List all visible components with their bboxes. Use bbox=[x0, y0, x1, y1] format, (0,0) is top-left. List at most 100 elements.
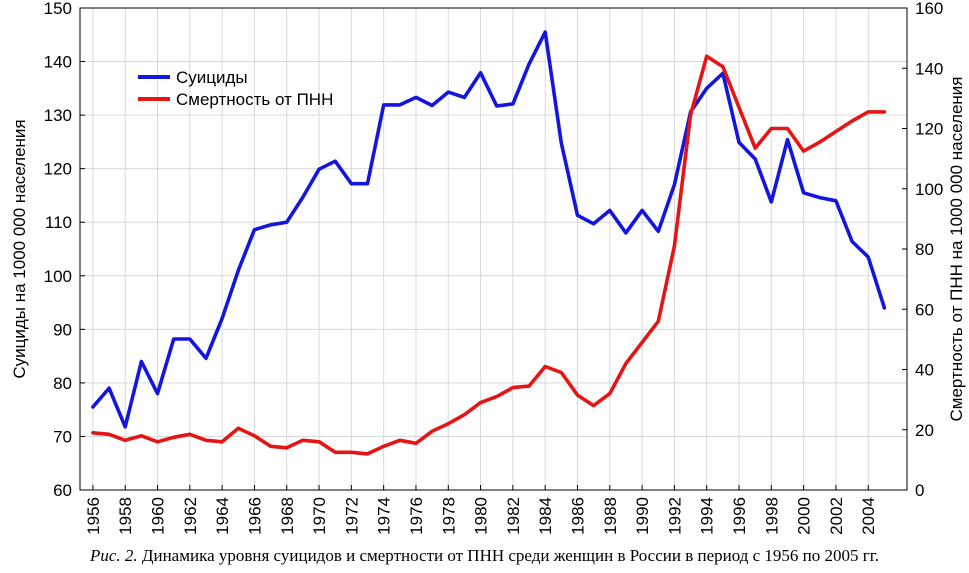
data-point-suicides bbox=[382, 103, 385, 107]
data-point-suicides bbox=[253, 228, 256, 231]
y-right-tick-label: 80 bbox=[915, 240, 934, 259]
data-point-pnn-mortality bbox=[447, 422, 450, 425]
data-point-pnn-mortality bbox=[479, 401, 482, 404]
y-axis-label-left: Суициды на 1000 000 населения bbox=[10, 119, 29, 378]
series-line-pnn-mortality bbox=[91, 54, 887, 456]
x-tick-label: 1988 bbox=[601, 497, 620, 535]
x-tick-label: 1982 bbox=[504, 497, 523, 535]
data-point-pnn-mortality bbox=[204, 439, 208, 442]
data-point-pnn-mortality bbox=[301, 439, 305, 442]
caption-text: Динамика уровня суицидов и смертности от… bbox=[137, 546, 880, 565]
data-point-pnn-mortality bbox=[237, 427, 240, 430]
data-point-suicides bbox=[786, 138, 789, 141]
y-left-tick-label: 110 bbox=[45, 213, 72, 232]
data-point-suicides bbox=[673, 183, 676, 186]
y-left-tick-label: 90 bbox=[53, 320, 72, 339]
data-point-pnn-mortality bbox=[754, 146, 757, 150]
data-point-suicides bbox=[511, 102, 515, 106]
x-tick-label: 1966 bbox=[245, 497, 264, 535]
y-axis-label-right: Смертность от ПНН на 1000 000 населения bbox=[947, 77, 966, 422]
data-point-pnn-mortality bbox=[317, 440, 321, 443]
data-point-pnn-mortality bbox=[592, 404, 595, 407]
data-point-pnn-mortality bbox=[334, 451, 337, 454]
data-point-suicides bbox=[770, 200, 773, 204]
x-tick-label: 2000 bbox=[795, 497, 814, 535]
data-point-suicides bbox=[398, 103, 401, 107]
data-point-pnn-mortality bbox=[188, 433, 191, 436]
data-point-suicides bbox=[608, 209, 611, 212]
x-tick-label: 1984 bbox=[536, 497, 555, 535]
y-right-tick-label: 160 bbox=[915, 0, 943, 18]
data-point-suicides bbox=[883, 306, 886, 310]
x-tick-label: 1970 bbox=[310, 497, 329, 535]
axis-tick-labels: 60 70 80 90 100 110 120 130 140 150 0 20 40 60 80 100 12… bbox=[44, 0, 944, 535]
data-point-pnn-mortality bbox=[414, 442, 418, 445]
x-tick-label: 1992 bbox=[665, 497, 684, 535]
data-point-suicides bbox=[640, 209, 644, 212]
x-tick-label: 1974 bbox=[375, 497, 394, 535]
data-point-suicides bbox=[463, 96, 466, 99]
data-point-pnn-mortality bbox=[495, 395, 498, 398]
x-tick-label: 1990 bbox=[633, 497, 652, 535]
data-point-suicides bbox=[495, 104, 498, 108]
y-left-tick-label: 70 bbox=[53, 427, 72, 446]
data-point-pnn-mortality bbox=[883, 110, 886, 114]
data-point-suicides bbox=[350, 182, 353, 185]
series-line-suicides bbox=[91, 30, 887, 429]
x-tick-label: 1958 bbox=[116, 497, 135, 535]
data-point-pnn-mortality bbox=[850, 119, 854, 123]
data-point-pnn-mortality bbox=[156, 440, 159, 443]
data-point-suicides bbox=[705, 87, 708, 90]
figure-caption: Рис. 2. Динамика уровня суицидов и смерт… bbox=[0, 546, 969, 566]
y-left-tick-label: 120 bbox=[44, 160, 72, 179]
x-tick-label: 1986 bbox=[568, 497, 587, 535]
x-tick-label: 1960 bbox=[149, 497, 168, 535]
data-point-pnn-mortality bbox=[544, 365, 547, 368]
data-point-pnn-mortality bbox=[285, 446, 288, 449]
data-point-pnn-mortality bbox=[366, 452, 369, 456]
data-point-suicides bbox=[107, 387, 111, 390]
y-right-tick-label: 100 bbox=[915, 180, 943, 199]
x-tick-label: 1978 bbox=[439, 497, 458, 535]
data-point-pnn-mortality bbox=[140, 434, 143, 437]
x-tick-label: 2004 bbox=[859, 497, 878, 535]
data-point-suicides bbox=[624, 231, 628, 235]
data-point-suicides bbox=[172, 337, 175, 341]
data-point-pnn-mortality bbox=[511, 386, 515, 389]
data-point-pnn-mortality bbox=[737, 106, 741, 109]
legend: Суициды Смертность от ПНН bbox=[138, 68, 333, 109]
y-left-tick-label: 100 bbox=[44, 267, 72, 286]
data-point-suicides bbox=[737, 141, 741, 144]
data-point-suicides bbox=[527, 62, 531, 66]
y-left-tick-label: 60 bbox=[53, 481, 72, 500]
data-point-pnn-mortality bbox=[608, 392, 611, 395]
data-point-pnn-mortality bbox=[382, 445, 385, 448]
data-point-pnn-mortality bbox=[91, 431, 95, 434]
data-point-suicides bbox=[576, 214, 579, 217]
x-tick-label: 1956 bbox=[84, 497, 103, 535]
data-point-suicides bbox=[188, 337, 191, 341]
plot-series bbox=[91, 30, 887, 456]
data-point-pnn-mortality bbox=[802, 149, 805, 153]
data-point-suicides bbox=[124, 425, 127, 428]
data-point-suicides bbox=[430, 104, 434, 107]
data-point-pnn-mortality bbox=[350, 451, 353, 454]
x-tick-label: 1976 bbox=[407, 497, 426, 535]
data-point-suicides bbox=[479, 71, 482, 75]
data-point-pnn-mortality bbox=[705, 55, 708, 58]
data-point-suicides bbox=[657, 230, 660, 233]
y-right-tick-label: 120 bbox=[915, 120, 943, 139]
x-tick-label: 1964 bbox=[213, 497, 232, 535]
x-tick-label: 1972 bbox=[342, 497, 361, 535]
data-point-pnn-mortality bbox=[640, 341, 644, 344]
data-point-pnn-mortality bbox=[818, 140, 821, 144]
data-point-suicides bbox=[414, 96, 418, 99]
data-point-pnn-mortality bbox=[834, 130, 838, 133]
legend-label-suicides: Суициды bbox=[176, 68, 248, 87]
data-point-pnn-mortality bbox=[560, 371, 563, 374]
data-point-suicides bbox=[850, 240, 854, 243]
caption-lead: Рис. 2. bbox=[89, 546, 138, 565]
y-right-tick-label: 60 bbox=[915, 300, 934, 319]
data-point-suicides bbox=[867, 255, 870, 259]
data-point-suicides bbox=[802, 191, 805, 194]
